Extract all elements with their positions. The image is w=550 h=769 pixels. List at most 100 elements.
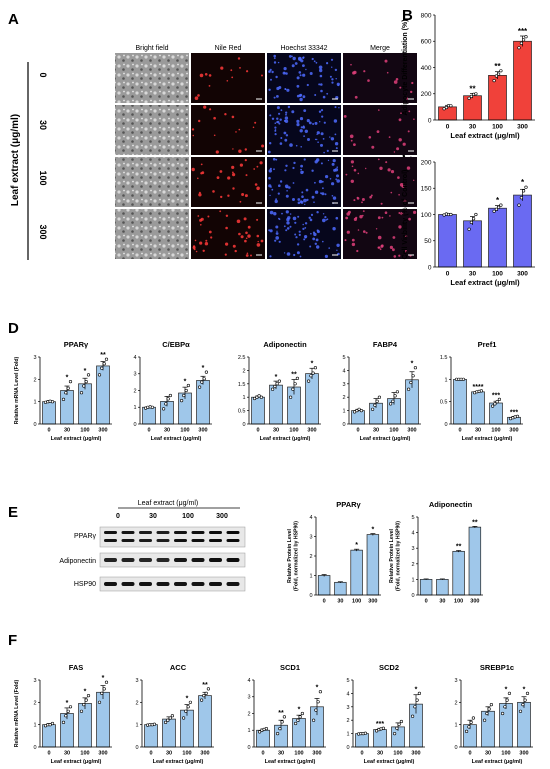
- blot-band: [156, 531, 170, 534]
- significance-mark: *: [102, 675, 105, 682]
- bar-0: [317, 575, 331, 596]
- data-point: [316, 700, 320, 704]
- bar-100: [452, 550, 465, 596]
- data-point: [525, 691, 530, 696]
- y-tick-label: 0: [454, 745, 457, 751]
- significance-mark: *: [298, 707, 301, 714]
- cell-dot: [337, 84, 340, 87]
- cell-dot: [269, 210, 274, 215]
- y-tick-label: 4: [247, 678, 250, 684]
- cell-dot: [304, 235, 308, 239]
- cell-dot: [279, 118, 282, 121]
- cell-dot: [322, 240, 324, 243]
- chart-d4: FABP4 0 30 100 * 300 0 1 2 3 4 5 Leaf extract (μg/ml…: [342, 340, 421, 442]
- cell-dot: [357, 172, 360, 175]
- cell-dot: [191, 167, 195, 172]
- y-tick-label: 400: [421, 65, 432, 72]
- cell-dot: [197, 215, 200, 217]
- cell-dot: [238, 232, 241, 236]
- blot-band: [174, 531, 187, 534]
- significance-mark: *: [66, 375, 69, 382]
- y-tick-label: 0: [309, 593, 312, 599]
- cell-dot: [365, 231, 368, 234]
- data-point: [300, 711, 305, 716]
- cell-dot: [406, 166, 411, 170]
- chart-title: ACC: [170, 663, 187, 672]
- cell-dot: [349, 134, 354, 139]
- blot-band: [139, 539, 152, 542]
- x-tick-label: 100: [501, 751, 510, 757]
- cell-dot: [384, 59, 388, 63]
- x-tick-label: 100: [80, 751, 89, 757]
- chart-title: SCD1: [280, 663, 300, 672]
- y-tick-label: 5: [342, 355, 345, 361]
- cell-dot: [284, 169, 287, 172]
- cell-dot: [331, 195, 334, 197]
- x-tick-label: 100: [492, 271, 503, 278]
- cell-dot: [304, 129, 308, 133]
- cell-dot: [320, 143, 323, 147]
- x-tick-label: 300: [470, 599, 479, 605]
- data-point: [393, 731, 397, 736]
- cell-dot: [226, 80, 229, 82]
- x-axis-label: Leaf extract (μg/ml): [153, 759, 204, 765]
- cell-dot: [322, 218, 326, 223]
- cell-dot: [302, 227, 305, 230]
- blot-band: [121, 582, 135, 586]
- blot-band: [191, 531, 205, 534]
- cell-dot: [269, 255, 272, 258]
- data-point: [359, 409, 364, 413]
- y-axis-label-line: (Fold, normalized by HSP90): [396, 521, 402, 591]
- x-tick-label: 30: [475, 428, 481, 434]
- blot-band: [209, 539, 222, 542]
- data-point: [276, 731, 280, 736]
- cell-dot: [275, 225, 279, 229]
- chart-title: SREBP1c: [480, 663, 514, 672]
- cell-dot: [194, 239, 197, 242]
- cell-dot: [225, 226, 228, 230]
- cell-dot: [368, 136, 372, 139]
- micrograph-tile: [115, 105, 189, 155]
- data-point: [409, 380, 413, 385]
- cell-dot: [304, 203, 306, 206]
- cell-dot: [277, 61, 280, 64]
- cell-dot: [356, 249, 359, 253]
- cell-dot: [303, 109, 307, 112]
- data-point: [253, 396, 257, 401]
- data-point: [515, 414, 520, 419]
- x-tick-label: 0: [360, 751, 363, 757]
- data-point: [485, 711, 489, 716]
- cell-dot: [302, 64, 305, 67]
- data-point: [497, 397, 502, 402]
- cell-dot: [408, 110, 411, 113]
- blot-band: [174, 539, 187, 542]
- cell-dot: [380, 244, 384, 248]
- cell-dot: [289, 143, 293, 147]
- cell-dot: [312, 237, 316, 241]
- chart-d5: Pref1 0 **** 30 *** 100 *** 300 0 0.5 1 1.5 Leaf ext…: [440, 340, 523, 442]
- cell-dot: [323, 121, 326, 124]
- data-point: [442, 107, 446, 111]
- chart-title: SCD2: [379, 663, 399, 672]
- cell-dot: [334, 142, 339, 146]
- bar-300: [198, 695, 212, 748]
- cell-dot: [269, 229, 273, 233]
- cell-dot: [329, 178, 332, 180]
- cell-dot: [306, 198, 309, 202]
- blot-band: [104, 582, 117, 586]
- cell-dot: [256, 234, 260, 238]
- data-point: [182, 716, 186, 720]
- chart-c: 0 30 * 100 * 300 0 50 100 150 200 Leaf extract (μg/…: [402, 159, 535, 287]
- bar-30: [471, 391, 485, 425]
- x-tick-label: 100: [389, 428, 398, 434]
- y-tick-label: 2.5: [238, 355, 246, 361]
- data-point: [519, 41, 524, 45]
- cell-dot: [335, 78, 337, 80]
- cell-dot: [328, 247, 331, 249]
- data-point: [79, 709, 84, 713]
- cell-dot: [273, 61, 277, 64]
- cell-dot: [275, 198, 277, 201]
- data-point: [467, 227, 471, 231]
- blot-band: [226, 539, 240, 542]
